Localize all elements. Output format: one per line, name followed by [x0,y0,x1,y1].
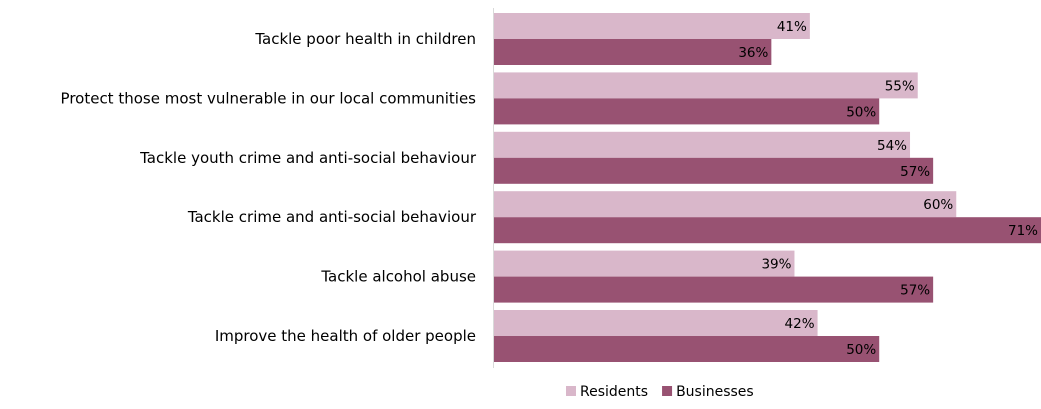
data-label-residents: 41% [777,19,807,35]
legend-swatch-residents [566,386,576,396]
legend: Residents Businesses [566,384,754,400]
value-labels: 41% 36% 55% 50% 54% 57% 60% 71% 39% 57% 42% 50% [738,19,1038,358]
bar-residents [494,310,818,336]
category-label: Improve the health of older people [215,327,476,345]
category-label: Tackle alcohol abuse [320,268,476,286]
bar-businesses [494,39,772,65]
bar-businesses [494,98,880,125]
data-label-businesses: 50% [846,342,876,358]
category-label: Tackle crime and anti-social behaviour [187,208,477,226]
data-label-businesses: 57% [900,283,930,299]
legend-label-residents: Residents [580,384,648,400]
category-label: Tackle poor health in children [254,30,476,48]
data-label-businesses: 50% [846,104,876,120]
data-label-residents: 42% [785,316,815,332]
category-label: Tackle youth crime and anti-social behav… [139,149,477,167]
bar-businesses [494,336,880,362]
data-label-businesses: 57% [900,164,930,180]
legend-swatch-businesses [662,386,673,396]
data-label-residents: 60% [923,197,953,213]
bar-residents [494,13,810,39]
legend-label-businesses: Businesses [676,384,754,400]
bar-residents [494,131,911,158]
data-label-businesses: 71% [1008,223,1038,239]
bar-residents [494,191,957,218]
data-label-residents: 55% [885,78,915,94]
bar-residents [494,72,918,99]
bar-businesses [494,157,934,184]
data-label-businesses: 36% [738,45,768,61]
bar-businesses [494,276,934,303]
bar-residents [494,250,795,277]
category-label: Protect those most vulnerable in our loc… [61,89,477,107]
bars [494,13,1041,362]
category-labels: Tackle poor health in children Protect th… [61,30,477,345]
data-label-residents: 39% [761,257,791,273]
data-label-residents: 54% [877,138,907,154]
bar-businesses [494,217,1041,244]
